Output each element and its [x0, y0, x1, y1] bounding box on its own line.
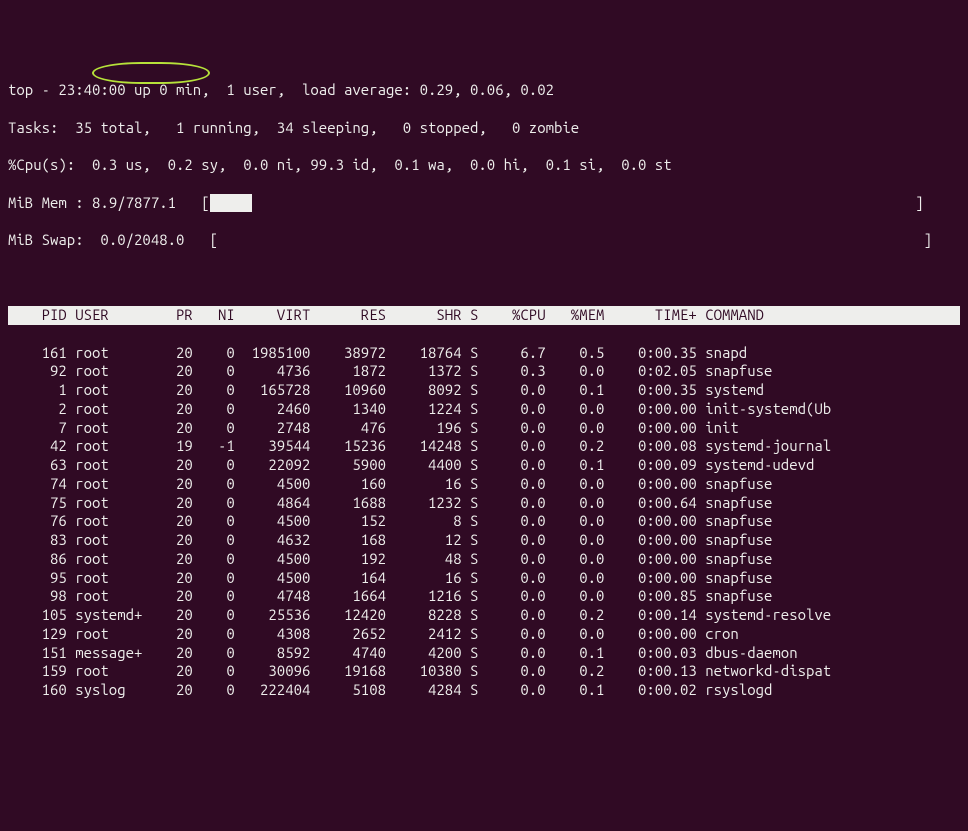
summary-line-tasks: Tasks: 35 total, 1 running, 34 sleeping,… [8, 119, 960, 138]
process-row: 92 root 20 0 4736 1872 1372 S 0.3 0.0 0:… [8, 362, 960, 381]
process-row: 7 root 20 0 2748 476 196 S 0.0 0.0 0:00.… [8, 419, 960, 438]
process-row: 63 root 20 0 22092 5900 4400 S 0.0 0.1 0… [8, 456, 960, 475]
process-row: 159 root 20 0 30096 19168 10380 S 0.0 0.… [8, 662, 960, 681]
summary-line-uptime: top - 23:40:00 up 0 min, 1 user, load av… [8, 81, 960, 100]
process-row: 86 root 20 0 4500 192 48 S 0.0 0.0 0:00.… [8, 550, 960, 569]
process-row: 105 systemd+ 20 0 25536 12420 8228 S 0.0… [8, 606, 960, 625]
process-row: 42 root 19 -1 39544 15236 14248 S 0.0 0.… [8, 437, 960, 456]
process-header-row: PID USER PR NI VIRT RES SHR S %CPU %MEM … [8, 306, 960, 325]
process-row: 98 root 20 0 4748 1664 1216 S 0.0 0.0 0:… [8, 587, 960, 606]
process-row: 75 root 20 0 4864 1688 1232 S 0.0 0.0 0:… [8, 494, 960, 513]
mem-label: MiB Mem : [8, 194, 84, 211]
process-row: 95 root 20 0 4500 164 16 S 0.0 0.0 0:00.… [8, 569, 960, 588]
process-row: 1 root 20 0 165728 10960 8092 S 0.0 0.1 … [8, 381, 960, 400]
summary-line-mem: MiB Mem : 8.9/7877.1 [ ] [8, 194, 960, 213]
process-row: 160 syslog 20 0 222404 5108 4284 S 0.0 0… [8, 681, 960, 700]
process-row: 151 message+ 20 0 8592 4740 4200 S 0.0 0… [8, 644, 960, 663]
process-row: 74 root 20 0 4500 160 16 S 0.0 0.0 0:00.… [8, 475, 960, 494]
swap-bar: [ ] [210, 231, 932, 248]
summary-line-swap: MiB Swap: 0.0/2048.0 [ ] [8, 231, 960, 250]
process-row: 161 root 20 0 1985100 38972 18764 S 6.7 … [8, 344, 960, 363]
process-row: 83 root 20 0 4632 168 12 S 0.0 0.0 0:00.… [8, 531, 960, 550]
summary-line-cpu: %Cpu(s): 0.3 us, 0.2 sy, 0.0 ni, 99.3 id… [8, 156, 960, 175]
mem-bar: [ ] [201, 194, 923, 211]
swap-value: 0.0/2048.0 [100, 231, 184, 248]
process-row: 129 root 20 0 4308 2652 2412 S 0.0 0.0 0… [8, 625, 960, 644]
mem-value: 8.9/7877.1 [92, 194, 176, 211]
blank-line [8, 269, 960, 288]
swap-label: MiB Swap: [8, 231, 84, 248]
process-row: 2 root 20 0 2460 1340 1224 S 0.0 0.0 0:0… [8, 400, 960, 419]
